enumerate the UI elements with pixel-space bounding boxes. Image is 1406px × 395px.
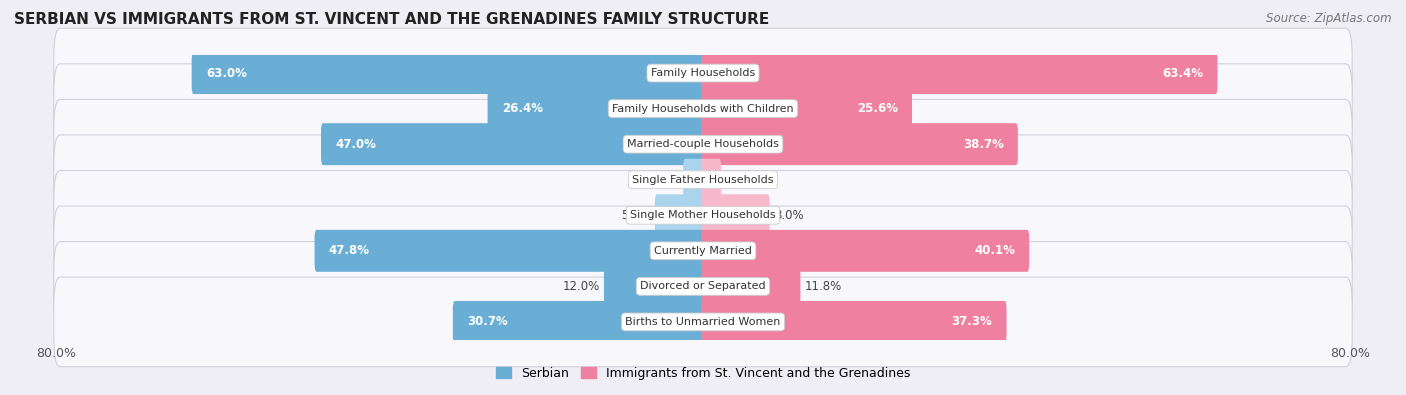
FancyBboxPatch shape — [53, 242, 1353, 331]
Text: Births to Unmarried Women: Births to Unmarried Women — [626, 317, 780, 327]
FancyBboxPatch shape — [683, 159, 704, 201]
Text: Divorced or Separated: Divorced or Separated — [640, 281, 766, 292]
FancyBboxPatch shape — [53, 135, 1353, 224]
FancyBboxPatch shape — [53, 100, 1353, 189]
FancyBboxPatch shape — [53, 64, 1353, 153]
FancyBboxPatch shape — [53, 28, 1353, 118]
FancyBboxPatch shape — [53, 206, 1353, 295]
FancyBboxPatch shape — [702, 52, 1218, 94]
FancyBboxPatch shape — [702, 88, 912, 130]
Text: Currently Married: Currently Married — [654, 246, 752, 256]
Text: 8.0%: 8.0% — [775, 209, 804, 222]
Text: Source: ZipAtlas.com: Source: ZipAtlas.com — [1267, 12, 1392, 25]
Legend: Serbian, Immigrants from St. Vincent and the Grenadines: Serbian, Immigrants from St. Vincent and… — [491, 362, 915, 385]
FancyBboxPatch shape — [488, 88, 704, 130]
Text: 47.8%: 47.8% — [329, 245, 370, 257]
Text: Family Households with Children: Family Households with Children — [612, 103, 794, 114]
FancyBboxPatch shape — [53, 277, 1353, 367]
Text: Single Father Households: Single Father Households — [633, 175, 773, 185]
Text: 63.4%: 63.4% — [1163, 67, 1204, 79]
Text: 30.7%: 30.7% — [467, 316, 508, 328]
Text: Single Mother Households: Single Mother Households — [630, 210, 776, 220]
Text: Married-couple Households: Married-couple Households — [627, 139, 779, 149]
Text: 2.2%: 2.2% — [650, 173, 679, 186]
Text: 26.4%: 26.4% — [502, 102, 543, 115]
Text: 37.3%: 37.3% — [952, 316, 993, 328]
Text: 5.7%: 5.7% — [620, 209, 651, 222]
FancyBboxPatch shape — [702, 159, 721, 201]
Text: 40.1%: 40.1% — [974, 245, 1015, 257]
FancyBboxPatch shape — [702, 123, 1018, 165]
FancyBboxPatch shape — [321, 123, 704, 165]
Text: SERBIAN VS IMMIGRANTS FROM ST. VINCENT AND THE GRENADINES FAMILY STRUCTURE: SERBIAN VS IMMIGRANTS FROM ST. VINCENT A… — [14, 12, 769, 27]
FancyBboxPatch shape — [53, 171, 1353, 260]
Text: 2.0%: 2.0% — [725, 173, 755, 186]
FancyBboxPatch shape — [702, 194, 769, 236]
FancyBboxPatch shape — [655, 194, 704, 236]
Text: 11.8%: 11.8% — [804, 280, 842, 293]
FancyBboxPatch shape — [605, 265, 704, 307]
Text: Family Households: Family Households — [651, 68, 755, 78]
FancyBboxPatch shape — [315, 230, 704, 272]
FancyBboxPatch shape — [453, 301, 704, 343]
Text: 25.6%: 25.6% — [856, 102, 898, 115]
Text: 38.7%: 38.7% — [963, 138, 1004, 150]
Text: 47.0%: 47.0% — [335, 138, 375, 150]
FancyBboxPatch shape — [702, 230, 1029, 272]
Text: 63.0%: 63.0% — [205, 67, 246, 79]
FancyBboxPatch shape — [702, 301, 1007, 343]
FancyBboxPatch shape — [191, 52, 704, 94]
FancyBboxPatch shape — [702, 265, 800, 307]
Text: 12.0%: 12.0% — [562, 280, 599, 293]
